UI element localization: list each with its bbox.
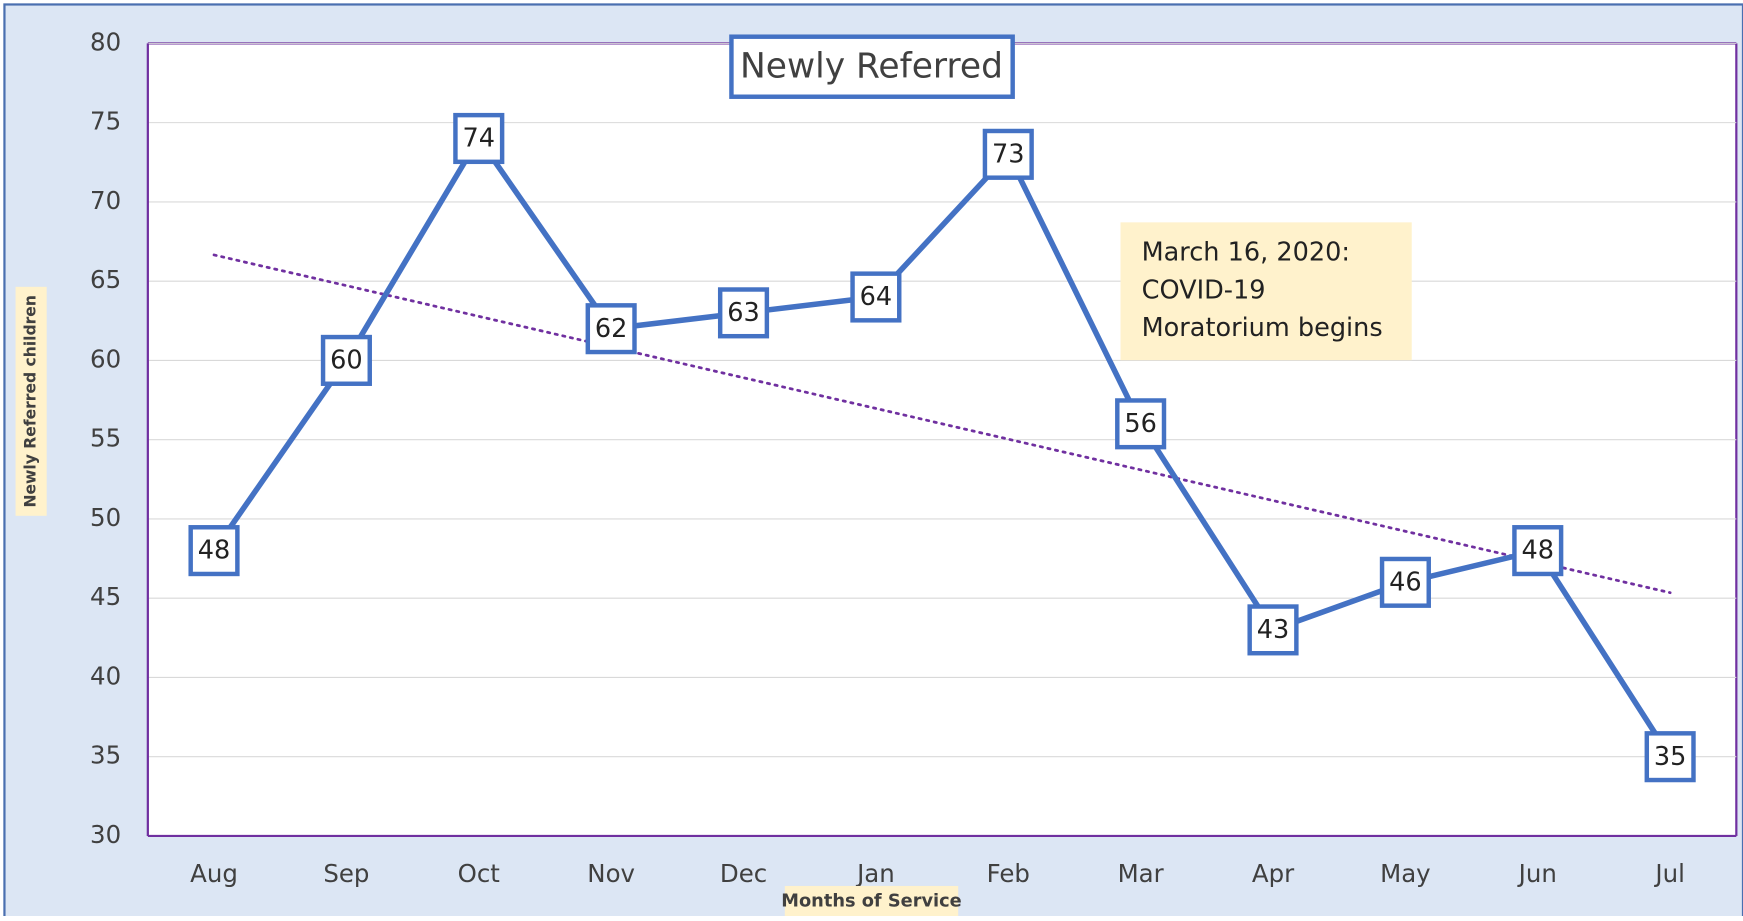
data-label: 63	[727, 298, 760, 328]
x-axis-label: Months of Service	[781, 891, 961, 912]
y-label-bg	[15, 286, 47, 516]
data-label-box	[1644, 731, 1696, 783]
data-label: 60	[330, 346, 363, 376]
data-label: 35	[1654, 742, 1687, 772]
data-label-box	[982, 128, 1034, 180]
y-tick-label: 40	[90, 661, 121, 690]
annotation-box	[1120, 222, 1412, 361]
x-tick-label: Sep	[323, 859, 369, 888]
x-tick-label: Jan	[855, 859, 895, 888]
x-tick-label: Oct	[458, 859, 500, 888]
x-label-bg	[784, 885, 959, 916]
data-label-box	[188, 525, 240, 577]
data-label-box	[1115, 398, 1167, 450]
data-label-box	[1247, 604, 1299, 656]
x-tick-label: Apr	[1252, 859, 1295, 888]
data-label-box	[453, 112, 505, 165]
y-tick-label: 65	[90, 265, 121, 294]
x-tick-label: Dec	[720, 859, 767, 888]
x-tick-label: Jul	[1653, 859, 1685, 888]
title-box	[729, 34, 1015, 99]
data-label-box	[850, 271, 902, 323]
data-label-box	[585, 303, 637, 355]
data-label: 74	[463, 124, 496, 154]
data-label: 48	[1522, 536, 1555, 566]
data-label: 56	[1124, 409, 1157, 439]
y-tick-label: 35	[90, 741, 121, 770]
annotation-text: COVID-19	[1142, 275, 1266, 305]
annotation-text: March 16, 2020:	[1142, 237, 1350, 267]
data-label-box	[320, 334, 372, 386]
y-tick-label: 55	[90, 424, 121, 453]
data-label: 62	[595, 314, 628, 344]
data-label: 64	[860, 282, 893, 312]
x-tick-label: May	[1380, 859, 1431, 888]
y-tick-label: 30	[90, 820, 121, 849]
x-tick-label: Feb	[987, 859, 1030, 888]
y-tick-label: 80	[90, 27, 121, 56]
x-tick-label: Jun	[1517, 859, 1557, 888]
y-tick-label: 50	[90, 503, 121, 532]
data-label-box	[1512, 525, 1564, 577]
y-axis-label: Newly Referred children	[22, 295, 40, 507]
x-tick-label: Mar	[1118, 859, 1165, 888]
annotation-text: Moratorium begins	[1142, 313, 1383, 343]
chart-title: Newly Referred	[740, 46, 1003, 86]
data-label: 48	[198, 536, 231, 566]
data-label-box	[717, 287, 770, 339]
data-label: 46	[1389, 567, 1422, 597]
data-label: 43	[1257, 615, 1290, 645]
y-tick-label: 75	[90, 107, 121, 136]
data-label-box	[1379, 556, 1431, 608]
y-tick-label: 45	[90, 582, 121, 611]
x-tick-label: Nov	[587, 859, 635, 888]
y-tick-label: 70	[90, 186, 121, 215]
x-tick-label: Aug	[190, 859, 238, 888]
y-tick-label: 60	[90, 344, 121, 373]
trendline	[212, 253, 1672, 595]
data-label: 73	[992, 139, 1025, 169]
